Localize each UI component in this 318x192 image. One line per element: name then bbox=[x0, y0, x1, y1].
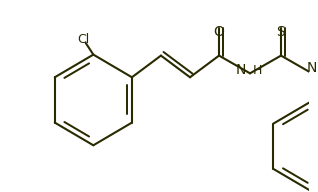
Text: Cl: Cl bbox=[78, 33, 90, 46]
Text: N: N bbox=[307, 61, 317, 75]
Text: O: O bbox=[214, 25, 225, 39]
Text: H: H bbox=[253, 64, 262, 77]
Text: S: S bbox=[277, 25, 285, 39]
Text: N: N bbox=[236, 63, 246, 77]
